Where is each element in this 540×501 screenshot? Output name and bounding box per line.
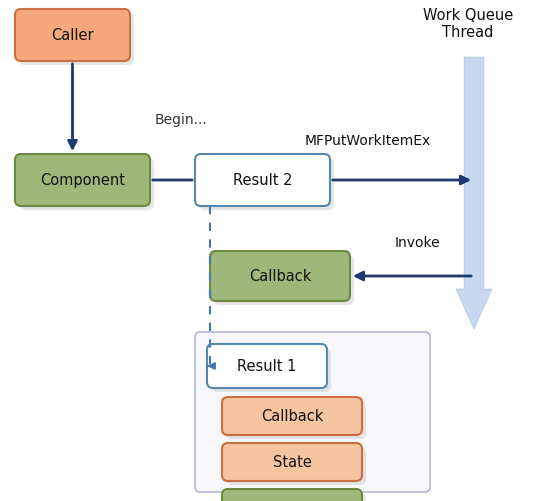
Text: MFPutWorkItemEx: MFPutWorkItemEx [305,134,431,148]
Text: Result 2: Result 2 [233,173,292,188]
FancyBboxPatch shape [211,348,331,392]
FancyBboxPatch shape [214,256,354,306]
Text: Caller: Caller [51,29,94,44]
FancyBboxPatch shape [19,159,154,210]
FancyBboxPatch shape [19,14,134,66]
FancyArrow shape [456,58,492,329]
Text: State: State [273,454,312,469]
FancyBboxPatch shape [15,155,150,206]
FancyBboxPatch shape [222,489,362,501]
Text: Callback: Callback [261,409,323,424]
Text: Callback: Callback [249,269,311,284]
FancyBboxPatch shape [15,10,130,62]
FancyBboxPatch shape [207,344,327,388]
Text: Work Queue
Thread: Work Queue Thread [423,8,513,40]
FancyBboxPatch shape [226,447,366,485]
FancyBboxPatch shape [210,252,350,302]
FancyBboxPatch shape [195,155,330,206]
FancyBboxPatch shape [222,397,362,435]
Text: Result 1: Result 1 [237,359,296,374]
FancyBboxPatch shape [222,443,362,481]
FancyBboxPatch shape [226,401,366,439]
FancyBboxPatch shape [226,493,366,501]
Text: Component: Component [40,173,125,188]
FancyBboxPatch shape [199,159,334,210]
Text: Begin...: Begin... [155,113,208,127]
Text: Invoke: Invoke [395,235,441,249]
FancyBboxPatch shape [195,332,430,492]
